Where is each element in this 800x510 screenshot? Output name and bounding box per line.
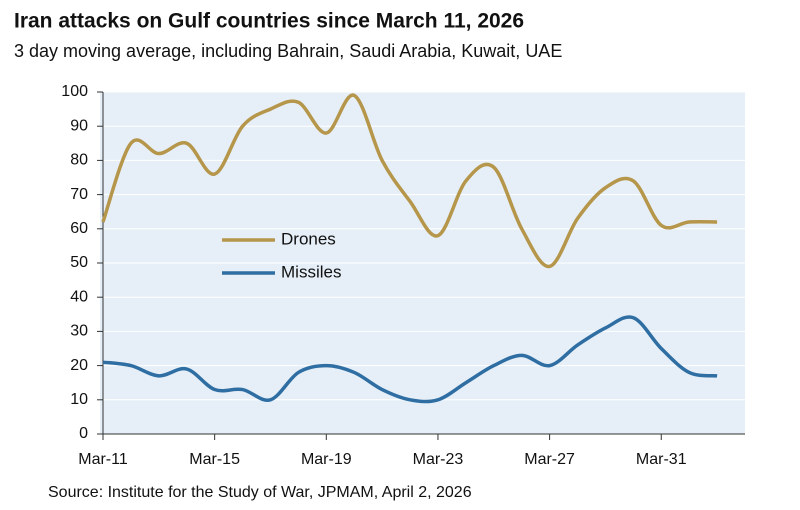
y-tick-label: 10: [70, 391, 88, 408]
legend-label: Missiles: [281, 262, 341, 281]
y-tick-label: 30: [70, 323, 88, 340]
y-tick-label: 0: [79, 425, 88, 442]
x-tick-label: Mar-15: [189, 451, 240, 468]
x-tick-label: Mar-11: [78, 451, 128, 468]
y-tick-label: 80: [70, 152, 88, 169]
y-tick-label: 50: [70, 254, 88, 271]
x-tick-label: Mar-27: [524, 451, 575, 468]
legend-label: Drones: [281, 229, 336, 248]
y-tick-label: 20: [70, 357, 88, 374]
series-line: [102, 315, 718, 404]
y-tick-label: 90: [70, 117, 88, 134]
x-tick-label: Mar-31: [636, 451, 687, 468]
y-tick-label: 40: [70, 288, 88, 305]
x-tick-label: Mar-23: [413, 451, 464, 468]
x-tick-label: Mar-19: [301, 451, 352, 468]
y-tick-label: 100: [61, 83, 88, 100]
series-line: [101, 93, 718, 269]
source: Source: Institute for the Study of War, …: [48, 484, 472, 501]
chart-title: Iran attacks on Gulf countries since Mar…: [14, 10, 524, 33]
y-tick-label: 70: [70, 186, 88, 203]
y-tick-label: 60: [70, 220, 88, 237]
chart-subtitle: 3 day moving average, including Bahrain,…: [14, 41, 562, 61]
